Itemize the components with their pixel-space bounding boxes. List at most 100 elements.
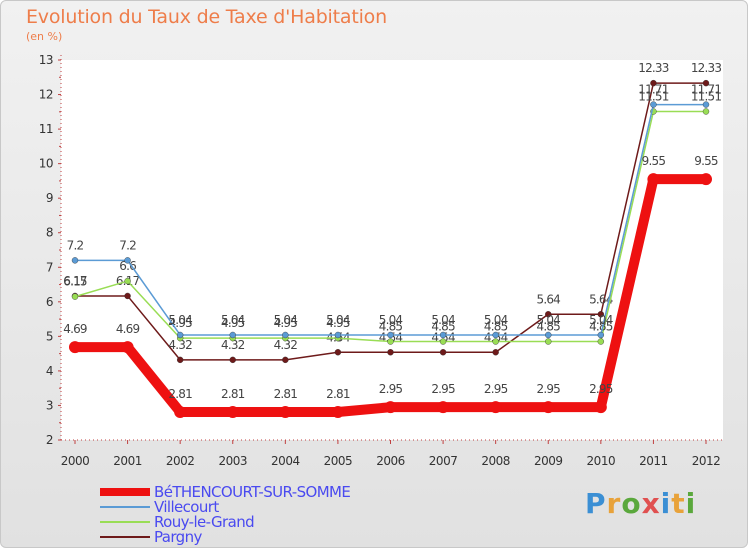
data-label-rouy-le-grand: 11.51 — [691, 89, 722, 103]
data-label-rouy-le-grand: 4.85 — [431, 320, 455, 334]
y-tick-label: 13 — [39, 53, 53, 67]
data-label-rouy-le-grand: 4.85 — [484, 320, 508, 334]
x-tick-label: 2010 — [587, 454, 616, 468]
data-point-pargny — [387, 349, 394, 356]
data-point-rouy-le-grand — [545, 338, 552, 345]
data-label-villecourt: 7.2 — [67, 238, 84, 252]
y-tick-label: 3 — [46, 398, 53, 412]
data-point-villecourt — [492, 331, 499, 339]
data-point-rouy-le-grand — [439, 338, 447, 345]
data-point-b-thencourt-sur-somme — [542, 401, 555, 414]
data-point-b-thencourt-sur-somme — [69, 341, 81, 354]
y-tick-label: 10 — [39, 157, 53, 171]
data-label-rouy-le-grand: 4.95 — [274, 316, 298, 330]
data-label-b-thencourt-sur-somme: 9.55 — [642, 154, 666, 168]
data-label-b-thencourt-sur-somme: 2.95 — [431, 382, 455, 396]
data-label-pargny: 12.33 — [638, 61, 669, 75]
legend-swatch — [100, 488, 150, 496]
data-point-b-thencourt-sur-somme — [647, 173, 660, 186]
y-tick-label: 2 — [46, 433, 53, 447]
data-label-b-thencourt-sur-somme: 9.55 — [694, 154, 718, 168]
data-label-pargny: 4.32 — [168, 338, 192, 352]
data-label-villecourt: 5.04 — [589, 313, 613, 327]
data-label-b-thencourt-sur-somme: 2.95 — [536, 382, 560, 396]
data-point-villecourt — [650, 101, 657, 108]
logo-letter: i — [685, 487, 697, 520]
y-tick-label: 9 — [46, 191, 53, 205]
data-label-b-thencourt-sur-somme: 2.95 — [589, 382, 613, 396]
data-point-b-thencourt-sur-somme — [331, 406, 344, 419]
data-point-villecourt — [229, 331, 236, 339]
data-point-b-thencourt-sur-somme — [174, 406, 187, 419]
data-label-rouy-le-grand: 4.85 — [536, 320, 560, 334]
data-point-b-thencourt-sur-somme — [594, 401, 607, 414]
legend-label: Villecourt — [154, 498, 219, 516]
x-tick-label: 2000 — [61, 454, 90, 468]
data-point-pargny — [334, 349, 342, 356]
x-tick-label: 2003 — [218, 454, 247, 468]
data-point-b-thencourt-sur-somme — [489, 401, 502, 414]
x-tick-label: 2007 — [429, 454, 458, 468]
data-label-b-thencourt-sur-somme: 2.95 — [484, 382, 508, 396]
data-point-pargny — [176, 356, 184, 364]
data-label-pargny: 4.32 — [221, 338, 245, 352]
data-point-rouy-le-grand — [124, 277, 131, 285]
data-label-b-thencourt-sur-somme: 2.81 — [168, 387, 192, 401]
data-point-villecourt — [282, 331, 289, 339]
data-point-pargny — [492, 349, 499, 356]
legend-swatch — [100, 536, 150, 538]
data-point-pargny — [597, 311, 605, 318]
x-tick-label: 2012 — [692, 454, 721, 468]
data-point-pargny — [545, 311, 552, 318]
data-point-b-thencourt-sur-somme — [121, 341, 134, 354]
data-point-villecourt — [176, 331, 184, 339]
chart-subtitle: (en %) — [26, 30, 63, 43]
data-label-pargny: 4.32 — [274, 338, 298, 352]
data-label-b-thencourt-sur-somme: 4.69 — [116, 322, 140, 336]
data-point-villecourt — [702, 101, 710, 108]
y-tick-label: 11 — [39, 122, 53, 136]
x-tick-label: 2004 — [271, 454, 300, 468]
chart-title: Evolution du Taux de Taxe d'Habitation — [26, 6, 387, 28]
y-tick-label: 8 — [46, 226, 53, 240]
y-tick-label: 4 — [46, 364, 53, 378]
data-label-rouy-le-grand: 6.6 — [119, 259, 136, 273]
data-point-villecourt — [545, 331, 552, 339]
legend-swatch — [100, 506, 150, 508]
x-tick-label: 2011 — [639, 454, 668, 468]
logo-letter: o — [621, 487, 642, 520]
data-label-b-thencourt-sur-somme: 2.81 — [221, 387, 245, 401]
y-tick-label: 12 — [39, 88, 53, 102]
legend-label: Pargny — [154, 528, 202, 546]
x-tick-label: 2001 — [113, 454, 142, 468]
data-point-pargny — [650, 79, 657, 87]
x-tick-label: 2008 — [481, 454, 510, 468]
data-label-rouy-le-grand: 4.85 — [379, 320, 403, 334]
data-label-villecourt: 7.2 — [119, 238, 136, 252]
logo-letter: x — [641, 487, 661, 520]
data-label-villecourt: 5.04 — [168, 313, 192, 327]
data-point-rouy-le-grand — [492, 338, 499, 345]
data-label-pargny: 6.17 — [63, 274, 87, 288]
data-point-b-thencourt-sur-somme — [437, 401, 450, 414]
x-tick-label: 2006 — [376, 454, 405, 468]
data-label-rouy-le-grand: 4.95 — [221, 316, 245, 330]
data-label-villecourt: 5.04 — [274, 313, 298, 327]
data-label-villecourt: 11.71 — [691, 83, 722, 97]
data-point-b-thencourt-sur-somme — [226, 406, 239, 419]
data-label-villecourt: 5.04 — [536, 313, 560, 327]
data-point-villecourt — [387, 331, 394, 339]
data-point-rouy-le-grand — [71, 293, 79, 300]
data-label-villecourt: 5.04 — [326, 313, 350, 327]
data-point-pargny — [282, 356, 289, 364]
legend-swatch — [100, 521, 150, 523]
data-point-b-thencourt-sur-somme — [384, 401, 397, 414]
data-label-b-thencourt-sur-somme: 2.95 — [379, 382, 403, 396]
data-label-villecourt: 5.04 — [484, 313, 508, 327]
data-point-pargny — [439, 349, 447, 356]
data-label-villecourt: 5.04 — [431, 313, 455, 327]
data-label-pargny: 5.64 — [536, 292, 560, 306]
x-tick-label: 2002 — [166, 454, 195, 468]
data-label-rouy-le-grand: 4.95 — [326, 316, 350, 330]
